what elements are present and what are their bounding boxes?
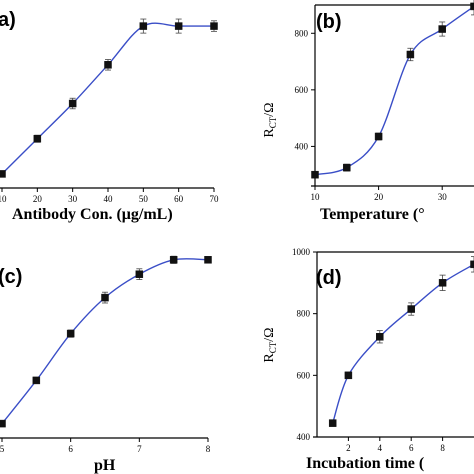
data-point (139, 22, 148, 30)
data-point (311, 170, 319, 179)
data-point (104, 61, 112, 69)
x-tick-label: 20 (33, 194, 43, 204)
data-point (204, 256, 212, 264)
x-tick-label: 60 (174, 194, 184, 204)
panel-b-xlabel: Temperature (° (320, 206, 425, 223)
x-tick-label: 30 (68, 194, 78, 204)
x-tick-label: 2 (346, 443, 351, 453)
x-tick-label: 8 (206, 444, 211, 454)
error-bar (471, 0, 474, 16)
data-point (174, 22, 183, 30)
series-line (1, 22, 214, 175)
panel-c: (c) pH 5 6 7 8 (0, 255, 212, 474)
x-tick-label: 6 (68, 444, 73, 454)
x-tick-label: 10 (0, 194, 7, 204)
data-point (438, 279, 447, 287)
panel-b-label: (b) (316, 11, 342, 33)
panel-a-label: a) (0, 9, 16, 31)
panel-d-ylabel: RCT/Ω (262, 327, 278, 362)
x-tick-label: 20 (374, 192, 384, 202)
data-point (135, 270, 144, 278)
x-tick-label: 6 (409, 443, 414, 453)
series-line (332, 263, 474, 424)
data-point (374, 132, 383, 141)
data-point (407, 305, 415, 313)
x-tick-label: 8 (440, 443, 445, 453)
panel-c-label: (c) (0, 266, 22, 288)
x-tick-label: 40 (104, 194, 114, 204)
data-point (0, 170, 6, 178)
data-point (169, 256, 178, 264)
x-tick-label: 7 (137, 444, 142, 454)
x-tick-label: 70 (210, 194, 220, 204)
data-point (376, 333, 384, 341)
panel-d-xlabel: Incubation time ( (306, 455, 424, 472)
x-tick-label: 30 (438, 192, 448, 202)
data-point (66, 329, 75, 338)
y-tick-label: 1000 (292, 247, 311, 257)
x-tick-label: 4 (378, 443, 383, 453)
panel-a: a) Antibody Con. (μg/mL) 10 20 30 40 50 60 70 (0, 9, 219, 223)
panel-c-xlabel: pH (94, 457, 116, 474)
data-point (0, 419, 6, 428)
data-point (470, 260, 474, 269)
y-tick-label: 400 (297, 432, 311, 442)
x-tick-label: 50 (139, 194, 149, 204)
panel-b-ylabel: RCT/Ω (262, 102, 278, 137)
data-point (343, 163, 351, 172)
x-tick-label: 10 (311, 192, 321, 202)
data-point (470, 2, 474, 11)
data-point (344, 371, 353, 380)
data-point (406, 50, 415, 59)
panel-b: (b) Temperature (° RCT/Ω 10 20 30 400 600 800 (262, 0, 474, 223)
y-tick-label: 800 (295, 28, 309, 38)
data-point (32, 376, 41, 385)
data-point (210, 22, 218, 30)
y-tick-label: 600 (295, 85, 309, 95)
panel-d-label: (d) (316, 267, 342, 289)
y-tick-label: 400 (295, 141, 309, 151)
panel-a-xlabel: Antibody Con. (μg/mL) (12, 206, 173, 223)
data-point (438, 25, 446, 33)
data-point (101, 293, 109, 302)
x-tick-label: 5 (0, 444, 5, 454)
panel-d: (d) Incubation time ( RCT/Ω 2 4 6 8 400 600 80… (262, 247, 474, 472)
series-line (1, 258, 209, 425)
data-point (33, 134, 42, 143)
data-point (328, 419, 337, 427)
error-bar (471, 256, 474, 273)
y-tick-label: 800 (297, 309, 311, 319)
y-tick-label: 600 (297, 370, 311, 380)
data-point (68, 99, 77, 108)
